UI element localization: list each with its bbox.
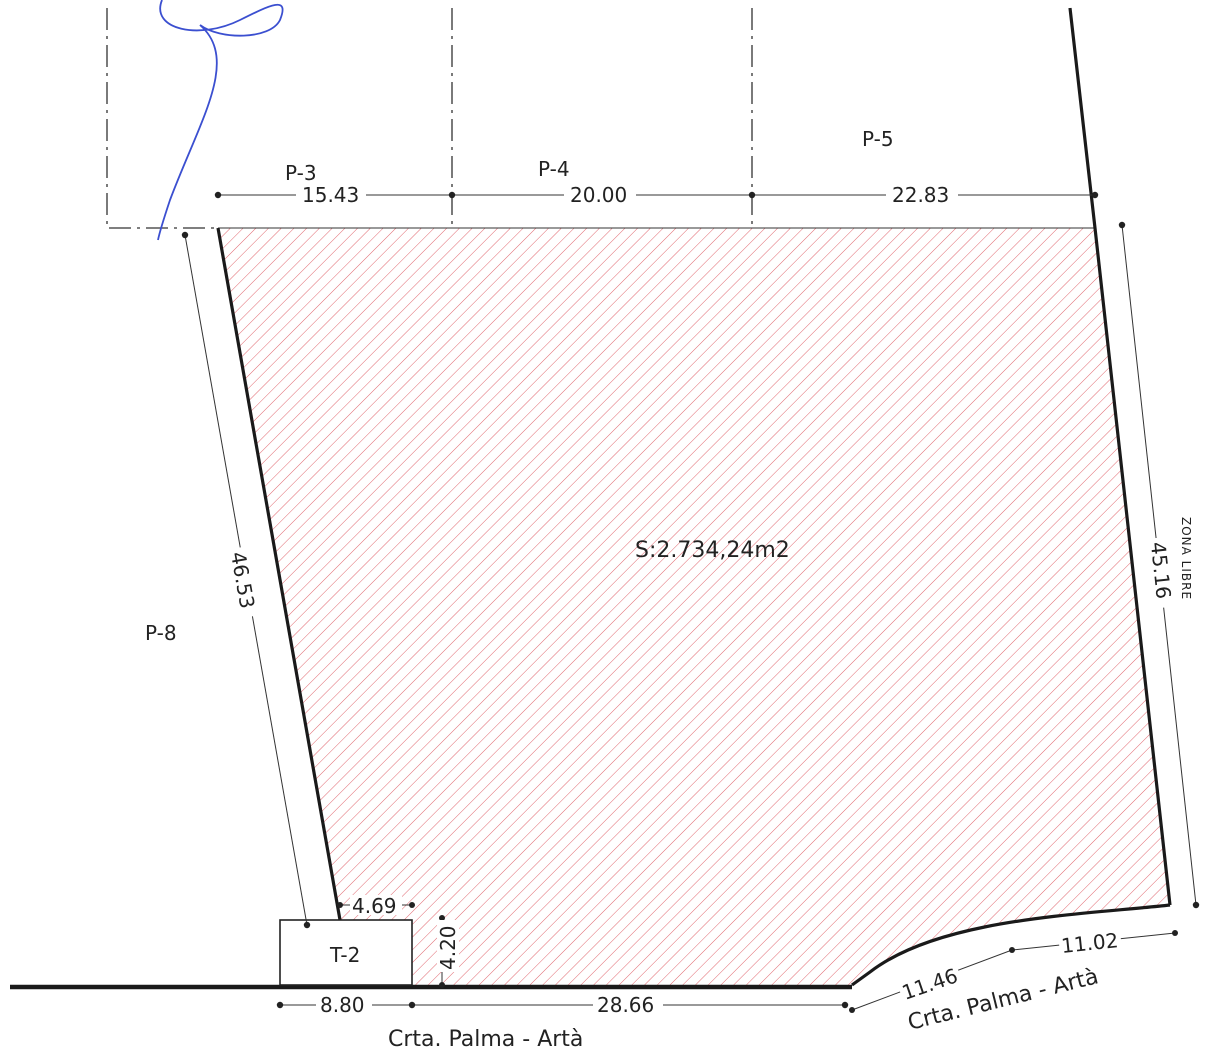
dim-bg [1058, 928, 1123, 958]
dim-right: 45.16 [1146, 541, 1176, 600]
dim-dot [1091, 191, 1099, 199]
dim-dot [408, 1001, 416, 1009]
dim-dot [748, 191, 756, 199]
parcel-outline-right [1068, 7, 1172, 906]
dim-bg [437, 920, 459, 972]
dim-dot [409, 902, 415, 908]
dim-bottom-left: 8.80 [320, 993, 365, 1017]
dim-dot [181, 231, 189, 239]
road-label-bottom: Crta. Palma - Artà [388, 1027, 583, 1052]
parcel-outline-curve [851, 903, 1171, 987]
dim-dot [849, 1007, 855, 1013]
signature [157, 0, 284, 241]
dim-top-p4: 20.00 [570, 183, 627, 207]
label-p5: P-5 [862, 127, 894, 151]
dim-bg [886, 183, 958, 207]
dim-dot [303, 921, 311, 929]
label-p8: P-8 [145, 621, 177, 645]
dim-curve-a: 11.46 [899, 963, 961, 1004]
label-t2: T-2 [329, 943, 360, 967]
dim-bg [564, 183, 636, 207]
dim-bottom-main: 28.66 [597, 993, 654, 1017]
dim-bg [316, 993, 372, 1015]
dim-dot [439, 915, 445, 921]
dim-notch-width: 4.69 [352, 894, 397, 918]
dim-dot [1172, 930, 1178, 936]
dim-bg [296, 183, 366, 207]
dim-dot [337, 902, 343, 908]
dim-dot [276, 1001, 284, 1009]
dim-top-p5: 22.83 [892, 183, 949, 207]
dim-dot [1192, 901, 1200, 909]
dim-bg [350, 895, 402, 915]
label-p3: P-3 [285, 161, 317, 185]
t2-plot [279, 919, 413, 986]
parcel-outline-left [216, 227, 342, 921]
dim-curve-b: 11.02 [1060, 928, 1119, 958]
dim-bg [1145, 536, 1177, 609]
dim-dot [1009, 947, 1015, 953]
dim-dot [439, 982, 445, 988]
dim-dot [448, 191, 456, 199]
dim-bg [225, 545, 262, 620]
dim-dot [841, 1001, 849, 1009]
p3-boundary [106, 8, 218, 229]
dim-notch-height: 4.20 [436, 925, 460, 970]
zona-libre-label: ZONA LIBRE [1179, 517, 1193, 600]
dim-bg [593, 993, 663, 1015]
label-p4: P-4 [538, 157, 570, 181]
dim-bg [897, 963, 964, 1005]
dim-dot [1118, 221, 1126, 229]
dim-left: 46.53 [226, 550, 260, 611]
dim-top-p3: 15.43 [302, 183, 359, 207]
area-label: S:2.734,24m2 [635, 538, 790, 563]
dim-dot [214, 191, 222, 199]
hatched-parcel [218, 228, 1170, 985]
